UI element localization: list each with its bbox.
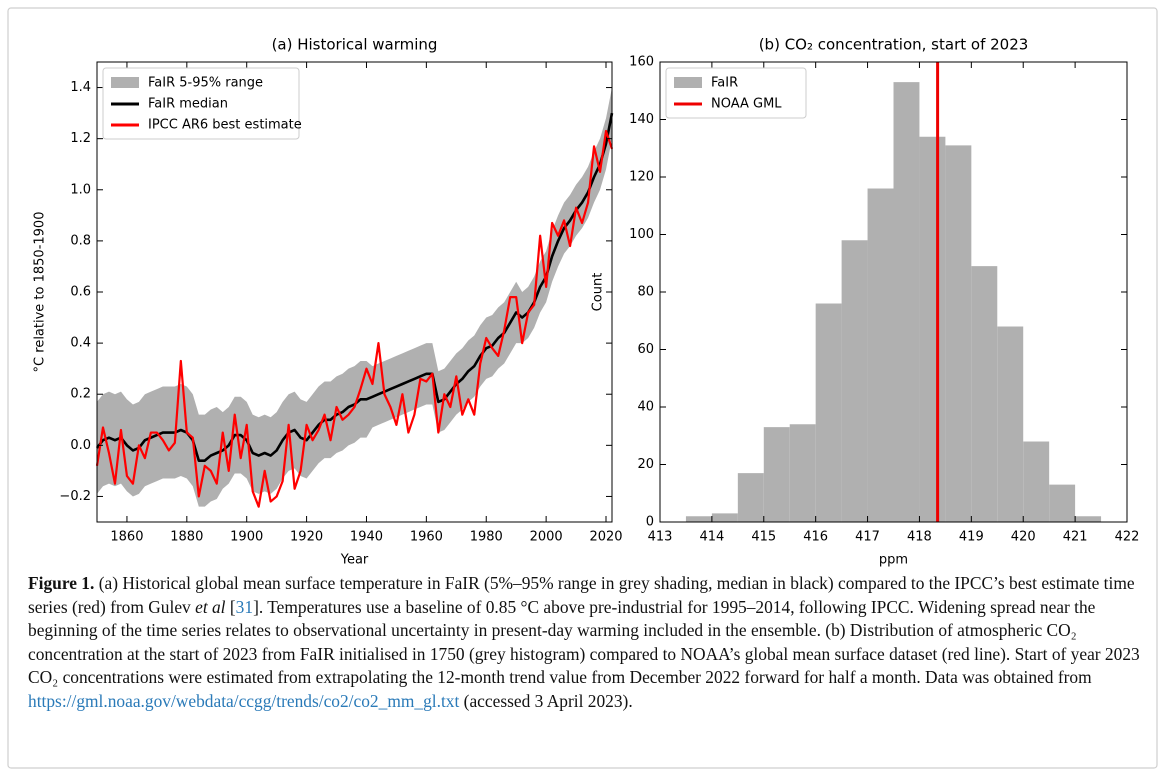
chart-title: (b) CO₂ concentration, start of 2023 <box>759 36 1029 54</box>
x-tick-label: 1860 <box>110 530 143 545</box>
series-line <box>95 129 614 508</box>
x-tick-label: 419 <box>959 530 984 545</box>
histogram-bar <box>841 240 868 522</box>
y-tick-label: 1.0 <box>70 182 91 197</box>
histogram-bar <box>711 513 738 522</box>
x-tick-label: 416 <box>803 530 828 545</box>
caption: Figure 1. (a) Historical global mean sur… <box>28 572 1140 714</box>
y-axis-label: °C relative to 1850-1900 <box>33 212 48 373</box>
y-tick-label: 60 <box>637 342 654 357</box>
x-tick-label: 2020 <box>589 530 622 545</box>
y-tick-label: 1.4 <box>70 80 91 95</box>
legend-swatch <box>111 77 139 88</box>
url-link[interactable]: https://gml.noaa.gov/webdata/ccgg/trends… <box>28 690 460 711</box>
reference-link[interactable]: 31 <box>235 596 254 617</box>
y-tick-label: 0.0 <box>70 438 91 453</box>
x-tick-label: 1980 <box>470 530 503 545</box>
x-tick-label: 1960 <box>410 530 443 545</box>
caption-italic: et al <box>195 596 226 617</box>
x-tick-label: 2000 <box>530 530 563 545</box>
legend-label: FaIR median <box>148 97 228 112</box>
x-tick-label: 417 <box>855 530 880 545</box>
histogram-bar <box>945 145 972 522</box>
chart-title: (a) Historical warming <box>272 36 438 54</box>
x-tick-label: 1880 <box>170 530 203 545</box>
y-tick-label: 40 <box>637 400 654 415</box>
y-tick-label: 100 <box>629 227 654 242</box>
histogram-bar <box>789 424 816 522</box>
x-tick-label: 413 <box>648 530 673 545</box>
legend-swatch <box>674 77 702 88</box>
figure-border <box>7 7 1158 769</box>
caption-text: [ <box>225 596 236 617</box>
y-tick-label: 20 <box>637 457 654 472</box>
histogram-bar <box>1049 484 1076 522</box>
caption-text: ]. Temperatures use a baseline of 0.85 °… <box>28 596 1140 688</box>
histogram-bar <box>867 188 894 522</box>
y-axis-label: Count <box>591 273 606 312</box>
histogram-bar <box>685 516 712 522</box>
y-tick-label: 0.8 <box>70 233 91 248</box>
histogram-bar <box>919 136 946 522</box>
x-tick-label: 420 <box>1011 530 1036 545</box>
legend-box <box>102 67 300 140</box>
x-tick-label: 414 <box>699 530 724 545</box>
y-tick-label: 1.2 <box>70 131 91 146</box>
x-tick-label: 421 <box>1063 530 1088 545</box>
y-tick-label: 120 <box>629 170 654 185</box>
histogram-bar <box>971 266 998 522</box>
x-tick-label: 1920 <box>290 530 323 545</box>
x-tick-label: 1940 <box>350 530 383 545</box>
legend-label: FaIR 5-95% range <box>148 76 263 91</box>
legend-label: IPCC AR6 best estimate <box>148 118 302 133</box>
caption-label: Figure 1. <box>28 573 95 593</box>
y-tick-label: 160 <box>629 55 654 70</box>
legend-label: NOAA GML <box>711 97 782 112</box>
y-tick-label: 140 <box>629 112 654 127</box>
caption-text: (a) Historical global mean surface tempe… <box>28 573 1135 617</box>
y-tick-label: 80 <box>637 285 654 300</box>
histogram-bar <box>1075 516 1102 522</box>
range-band <box>97 87 612 507</box>
y-tick-label: 0.6 <box>70 285 91 300</box>
y-tick-label: 0.2 <box>70 387 91 402</box>
x-axis-label: ppm <box>879 553 908 568</box>
histogram-bar <box>1023 441 1050 522</box>
histogram-bar <box>997 326 1024 522</box>
x-tick-label: 415 <box>751 530 776 545</box>
caption-text: (accessed 3 April 2023). <box>459 690 633 711</box>
histogram-bar <box>737 473 764 522</box>
y-tick-label: −0.2 <box>59 489 91 504</box>
y-tick-label: 0 <box>646 515 654 530</box>
x-tick-label: 418 <box>907 530 932 545</box>
histogram-bar <box>815 303 842 522</box>
y-tick-label: 0.4 <box>70 336 91 351</box>
x-axis-label: Year <box>340 553 369 568</box>
legend-label: FaIR <box>711 76 738 91</box>
x-tick-label: 422 <box>1115 530 1140 545</box>
histogram-bar <box>763 427 790 522</box>
histogram-bar <box>893 82 920 522</box>
x-tick-label: 1900 <box>230 530 263 545</box>
